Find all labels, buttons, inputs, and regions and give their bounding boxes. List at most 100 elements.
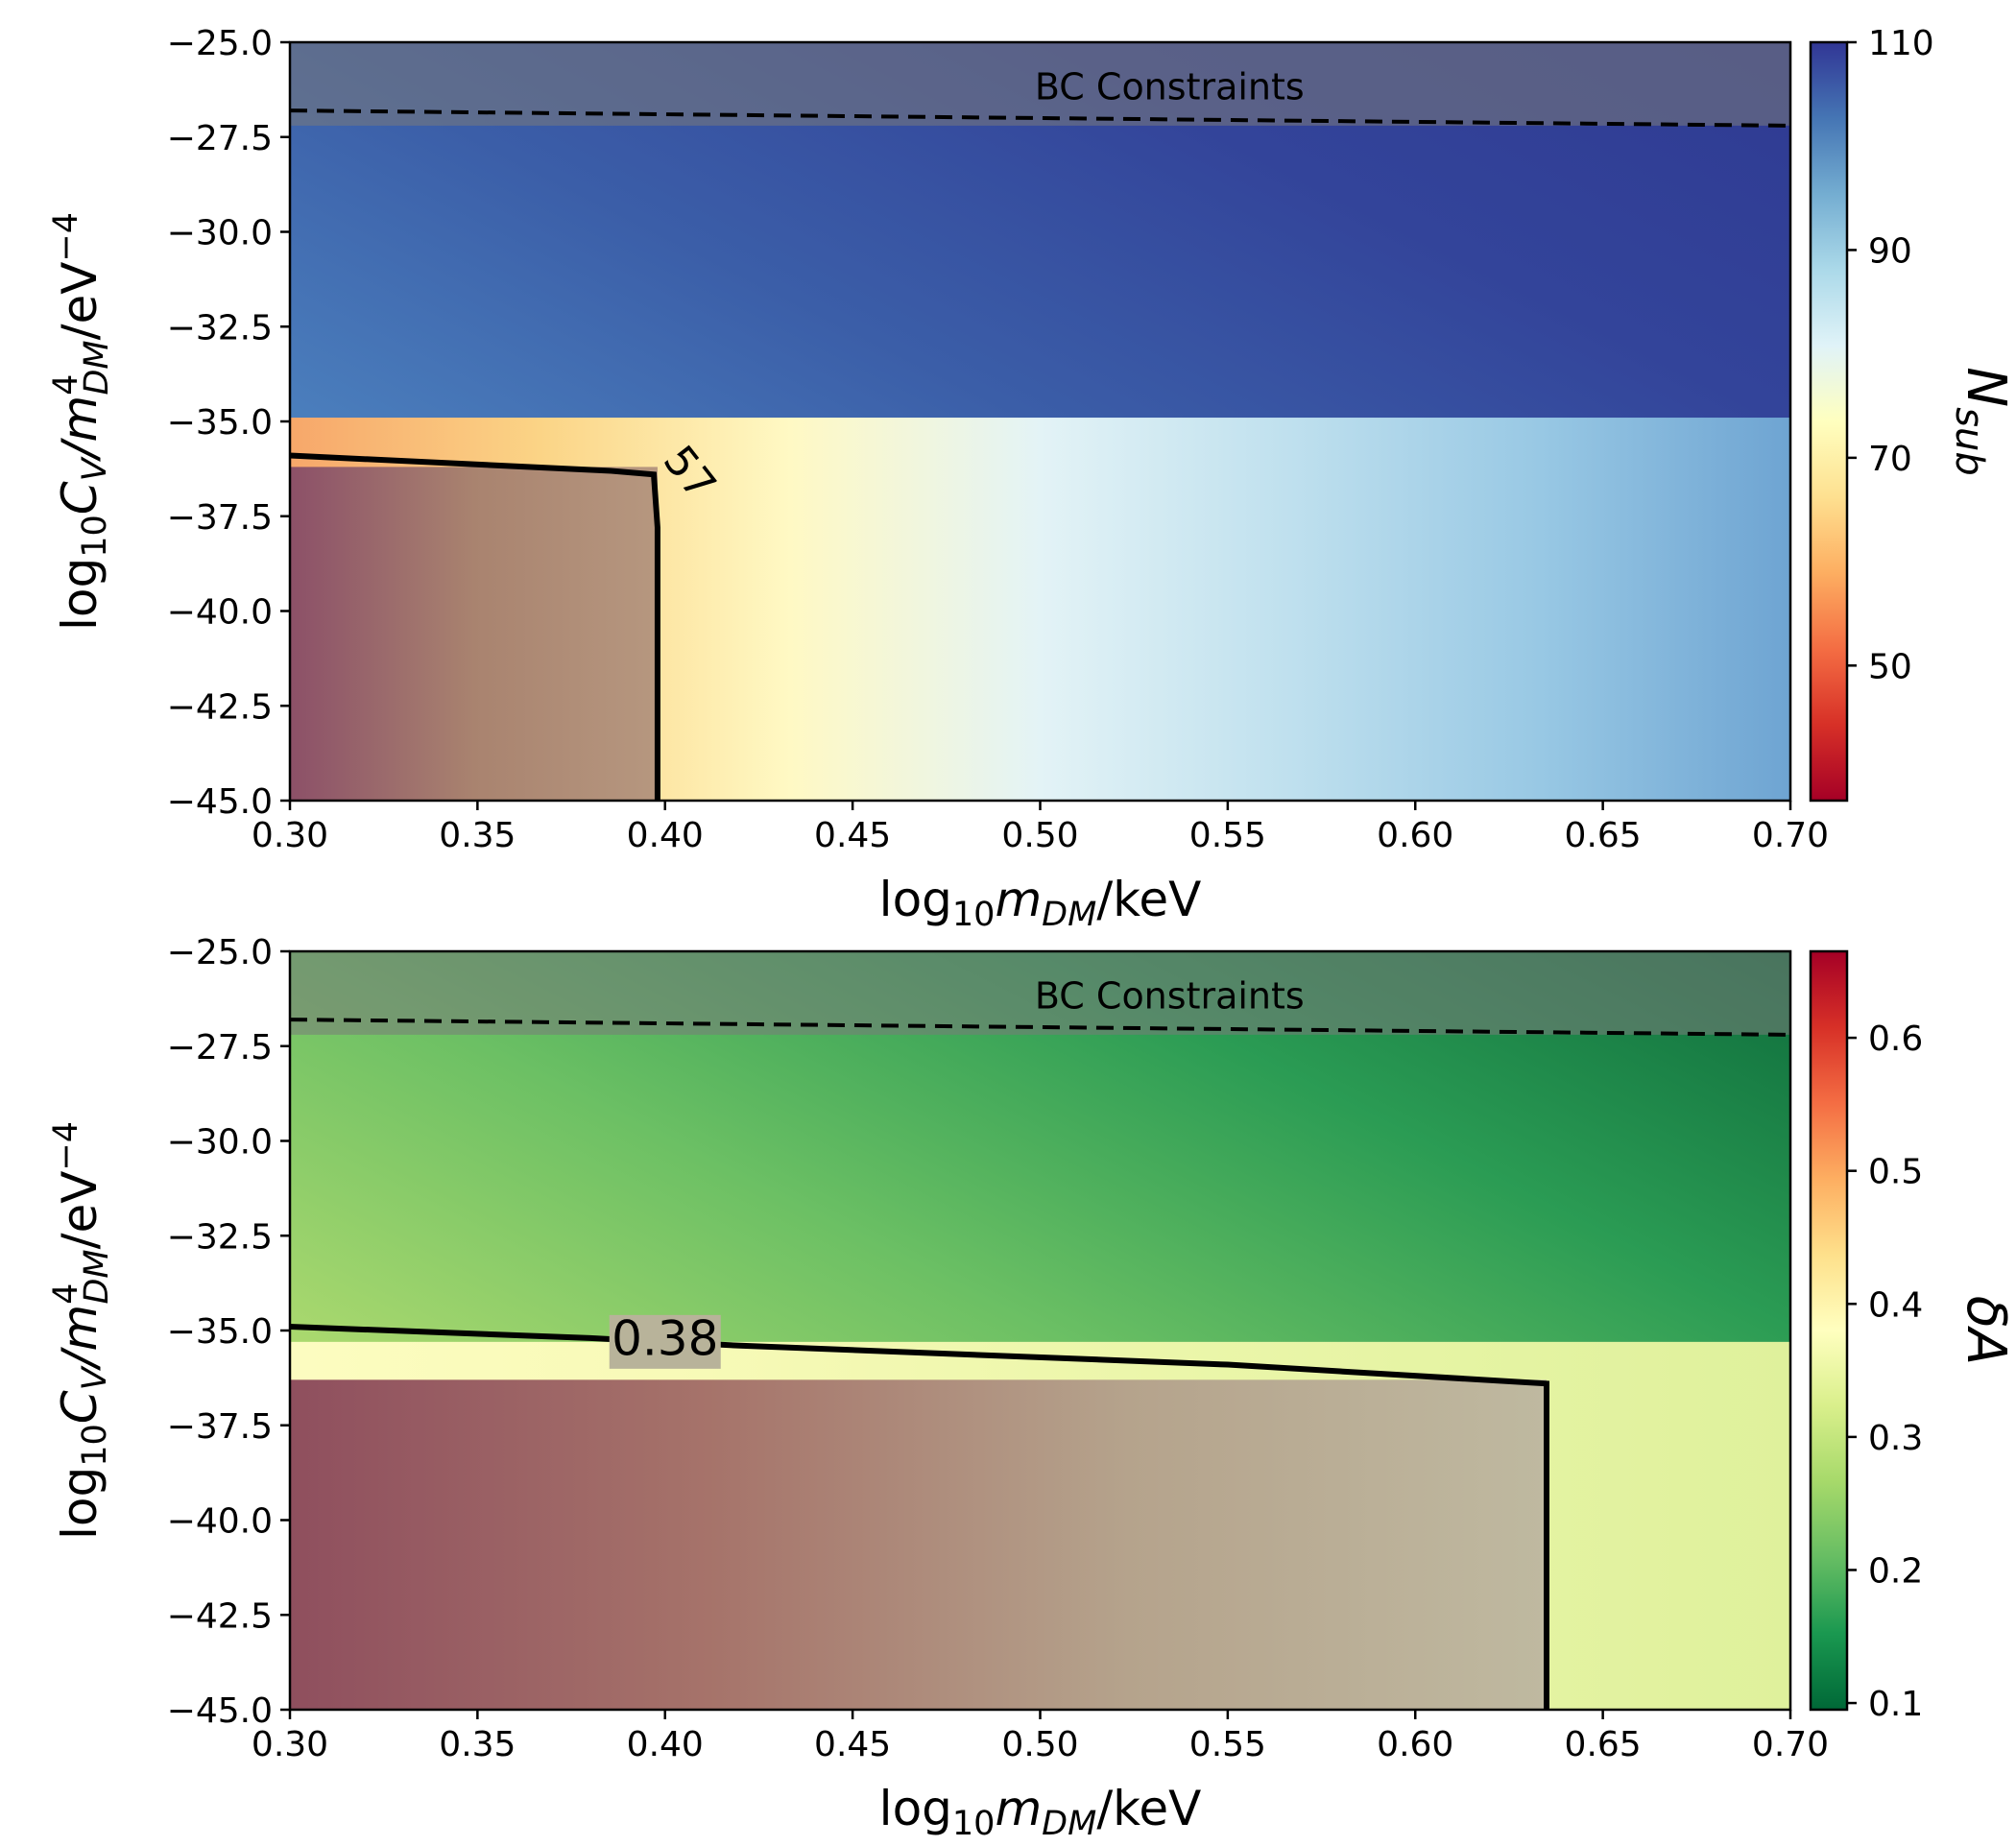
x-tick-label: 0.65 bbox=[1565, 1725, 1642, 1764]
colorbar-gradient bbox=[1811, 951, 1847, 1710]
ylabel-log: log bbox=[52, 558, 108, 631]
xlabel-log: log bbox=[879, 872, 952, 927]
ylabel-coef: C bbox=[52, 481, 108, 515]
colorbar: 0.6 0.5 0.4 0.3 0.2 0.1 δA bbox=[1809, 949, 2016, 1724]
colorbar-tick-label: 70 bbox=[1868, 440, 1912, 479]
y-tick-label: −42.5 bbox=[167, 1596, 273, 1636]
colorbar-label-main: δA bbox=[1955, 1296, 2016, 1366]
y-tick-label: −37.5 bbox=[167, 1407, 273, 1447]
x-tick-label: 0.45 bbox=[814, 1725, 891, 1764]
y-tick-label: −32.5 bbox=[167, 1217, 273, 1257]
y-tick-label: −40.0 bbox=[167, 593, 273, 633]
x-tick-label: 0.40 bbox=[627, 1725, 704, 1764]
ylabel-coef-sub: V bbox=[76, 1365, 114, 1390]
x-tick-label: 0.45 bbox=[814, 816, 891, 855]
xlabel-mass: m bbox=[995, 872, 1042, 927]
colorbar-tick-label: 110 bbox=[1868, 24, 1934, 63]
x-tick-label: 0.60 bbox=[1377, 1725, 1453, 1764]
colorbar-label-sub: sub bbox=[1947, 407, 1991, 476]
x-tick-label: 0.70 bbox=[1752, 1725, 1829, 1764]
panel-nsub: BC Constraints 57 0.30 0.35 0.40 0.45 0.50 0.… bbox=[47, 24, 2016, 934]
y-tick-label: −35.0 bbox=[167, 403, 273, 443]
ylabel-coef: C bbox=[52, 1390, 108, 1424]
xlabel-unit: /keV bbox=[1096, 872, 1201, 927]
x-tick-label: 0.35 bbox=[439, 816, 516, 855]
x-axis: 0.30 0.35 0.40 0.45 0.50 0.55 0.60 0.65 0.70 bbox=[252, 1710, 1829, 1764]
panel-delta-a: BC Constraints 0.38 0.30 0.35 0.40 0.45 0.50… bbox=[47, 933, 2016, 1843]
x-tick-label: 0.70 bbox=[1752, 816, 1829, 855]
x-tick-label: 0.50 bbox=[1001, 816, 1078, 855]
y-tick-label: −27.5 bbox=[167, 119, 273, 158]
excluded-region-shade bbox=[290, 1379, 1548, 1710]
x-axis: 0.30 0.35 0.40 0.45 0.50 0.55 0.60 0.65 0.70 bbox=[252, 801, 1829, 855]
colorbar-label-main: N bbox=[1955, 367, 2016, 407]
xlabel-log-sub: 10 bbox=[952, 1805, 996, 1843]
xlabel-log: log bbox=[879, 1781, 952, 1836]
y-tick-label: −25.0 bbox=[167, 933, 273, 972]
heatmap-field bbox=[290, 42, 1790, 801]
ylabel-log-sub: 10 bbox=[76, 1424, 114, 1467]
ylabel-mass-sup: 4 bbox=[47, 374, 85, 396]
xlabel-mass-sub: DM bbox=[1042, 1805, 1096, 1843]
y-tick-label: −32.5 bbox=[167, 308, 273, 348]
colorbar-frame bbox=[1809, 40, 1849, 803]
x-tick-label: 0.40 bbox=[627, 816, 704, 855]
y-tick-label: −25.0 bbox=[167, 24, 273, 63]
contour-label: 0.38 bbox=[612, 1310, 718, 1366]
y-tick-label: −30.0 bbox=[167, 1123, 273, 1163]
bc-constraint-line bbox=[289, 108, 1791, 128]
ylabel-mass: /m bbox=[52, 396, 108, 463]
colorbar-label: Nsub bbox=[1947, 367, 2016, 475]
y-tick-label: −30.0 bbox=[167, 214, 273, 253]
ylabel-unit-sup: −4 bbox=[47, 1121, 85, 1171]
y-tick-label: −35.0 bbox=[167, 1312, 273, 1352]
y-tick-label: −42.5 bbox=[167, 687, 273, 727]
contour-line bbox=[289, 452, 660, 801]
x-tick-label: 0.60 bbox=[1377, 816, 1453, 855]
xlabel-mass: m bbox=[995, 1781, 1042, 1836]
y-axis: −25.0 −27.5 −30.0 −32.5 −35.0 −37.5 −40.0 −42.5… bbox=[167, 24, 290, 822]
y-tick-label: −45.0 bbox=[167, 782, 273, 822]
bc-constraints-label: BC Constraints bbox=[1035, 65, 1305, 108]
colorbar-label: δA bbox=[1955, 1296, 2016, 1366]
colorbar-gradient bbox=[1811, 42, 1847, 801]
x-tick-label: 0.35 bbox=[439, 1725, 516, 1764]
ylabel-mass-sub: DM bbox=[78, 340, 116, 395]
y-tick-label: −40.0 bbox=[167, 1502, 273, 1542]
excluded-region-shade bbox=[290, 467, 658, 801]
contour-line bbox=[289, 1324, 1550, 1710]
bc-constraint-line bbox=[289, 1018, 1791, 1037]
x-tick-label: 0.65 bbox=[1565, 816, 1642, 855]
y-axis: −25.0 −27.5 −30.0 −32.5 −35.0 −37.5 −40.0 −42.5… bbox=[167, 933, 290, 1731]
y-axis-label: log10CV/m4DM/eV−4 bbox=[47, 1121, 116, 1540]
y-tick-label: −45.0 bbox=[167, 1691, 273, 1731]
xlabel-unit: /keV bbox=[1096, 1781, 1201, 1836]
colorbar-tick-label: 0.3 bbox=[1868, 1419, 1923, 1458]
colorbar-tick-label: 0.6 bbox=[1868, 1019, 1923, 1059]
colorbar-tick-label: 0.1 bbox=[1868, 1685, 1923, 1724]
y-tick-label: −37.5 bbox=[167, 498, 273, 538]
x-axis-label: log10mDM/keV bbox=[879, 872, 1202, 934]
x-tick-label: 0.30 bbox=[252, 1725, 328, 1764]
heatmap-field bbox=[290, 951, 1790, 1710]
x-tick-label: 0.50 bbox=[1001, 1725, 1078, 1764]
ylabel-unit: /eV bbox=[52, 262, 108, 341]
contour-label-bg bbox=[609, 1314, 721, 1369]
colorbar-tick-label: 50 bbox=[1868, 647, 1912, 686]
colorbar-tick-label: 0.5 bbox=[1868, 1153, 1923, 1192]
x-tick-label: 0.30 bbox=[252, 816, 328, 855]
colorbar-frame bbox=[1809, 949, 1849, 1712]
colorbar-tick-label: 0.2 bbox=[1868, 1551, 1923, 1591]
y-tick-label: −27.5 bbox=[167, 1028, 273, 1067]
colorbar: 110 90 70 50 Nsub bbox=[1809, 24, 2016, 803]
xlabel-mass-sub: DM bbox=[1042, 896, 1096, 934]
ylabel-coef-sub: V bbox=[76, 456, 114, 481]
colorbar-tick-label: 90 bbox=[1868, 231, 1912, 271]
ylabel-log-sub: 10 bbox=[76, 515, 114, 558]
xlabel-log-sub: 10 bbox=[952, 896, 996, 934]
ylabel-log: log bbox=[52, 1467, 108, 1540]
y-axis-label: log10CV/m4DM/eV−4 bbox=[47, 212, 116, 631]
colorbar-ticks: 110 90 70 50 bbox=[1847, 24, 1934, 686]
x-axis-label: log10mDM/keV bbox=[879, 1781, 1202, 1843]
